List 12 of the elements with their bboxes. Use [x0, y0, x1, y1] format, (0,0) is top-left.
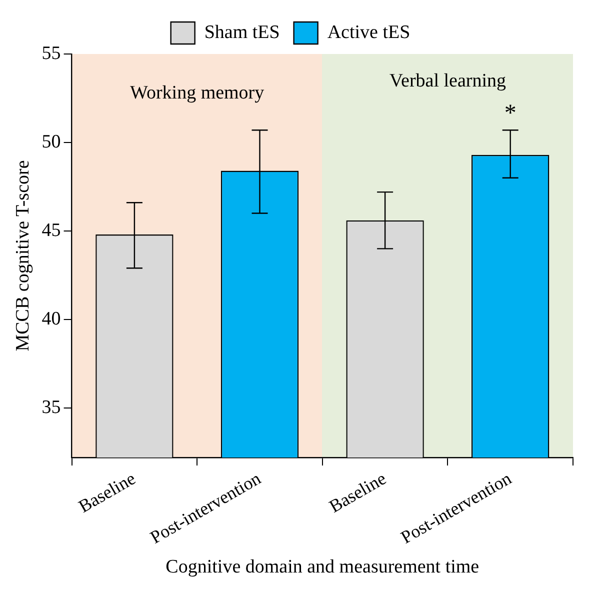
- legend-label: Sham tES: [204, 22, 280, 43]
- y-tick-label: 50: [42, 131, 61, 152]
- annotation: *: [504, 100, 516, 126]
- annotation: Verbal learning: [389, 70, 506, 92]
- y-tick-label: 35: [42, 396, 61, 418]
- y-axis-title: MCCB cognitive T-score: [12, 160, 34, 352]
- x-axis-title: Cognitive domain and measurement time: [166, 556, 480, 578]
- y-tick-label: 45: [42, 220, 61, 241]
- legend-label: Active tES: [327, 22, 410, 43]
- y-tick-label: 55: [42, 42, 61, 64]
- annotation: Working memory: [130, 82, 265, 104]
- y-tick-label: 40: [42, 308, 61, 330]
